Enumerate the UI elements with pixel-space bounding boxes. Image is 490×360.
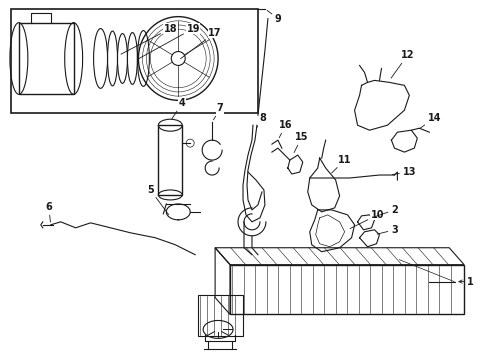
Text: 8: 8 xyxy=(256,113,267,128)
Text: 19: 19 xyxy=(138,24,200,59)
Text: 5: 5 xyxy=(147,185,169,215)
Text: 17: 17 xyxy=(180,28,222,59)
Text: 12: 12 xyxy=(391,50,414,78)
Bar xyxy=(198,294,243,336)
Text: 18: 18 xyxy=(121,24,177,54)
Bar xyxy=(19,23,74,94)
Text: 6: 6 xyxy=(46,202,52,222)
Text: 10: 10 xyxy=(350,210,384,229)
Text: 2: 2 xyxy=(374,205,398,217)
Text: 7: 7 xyxy=(214,103,223,120)
Text: 15: 15 xyxy=(294,132,309,153)
Bar xyxy=(11,9,258,113)
Bar xyxy=(158,125,182,195)
Text: 16: 16 xyxy=(279,120,293,138)
Text: 13: 13 xyxy=(392,167,416,177)
Text: 9: 9 xyxy=(267,10,281,24)
Text: 4: 4 xyxy=(172,98,186,119)
Text: 14: 14 xyxy=(419,113,441,129)
Text: 11: 11 xyxy=(332,155,351,173)
Text: 1: 1 xyxy=(459,276,474,287)
Text: 3: 3 xyxy=(377,225,398,235)
